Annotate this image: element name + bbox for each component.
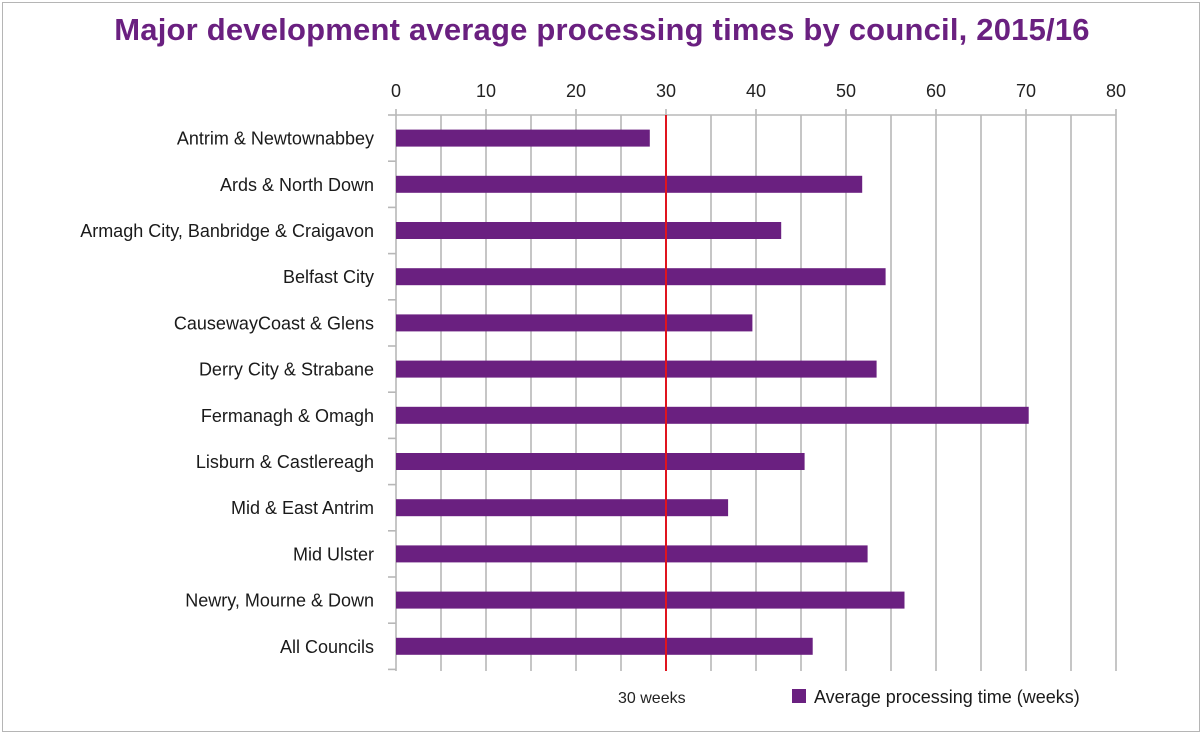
category-label: Mid Ulster xyxy=(293,544,374,564)
category-label: Derry City & Strabane xyxy=(199,360,374,380)
bar-fermanagh-omagh xyxy=(396,406,1029,424)
legend: Average processing time (weeks) xyxy=(792,687,1080,707)
labels: 0 10 20 30 40 50 60 70 80 Antrim & Newtownabbey Ar… xyxy=(80,81,1126,707)
x-tick-label: 50 xyxy=(836,81,856,101)
bar-lisburn-castlereagh xyxy=(396,453,805,470)
axes xyxy=(388,109,1117,671)
category-label: All Councils xyxy=(280,637,374,657)
legend-label: Average processing time (weeks) xyxy=(814,687,1080,707)
bar-causewaycoast-glens xyxy=(396,314,753,332)
x-tick-label: 80 xyxy=(1106,81,1126,101)
category-label: CausewayCoast & Glens xyxy=(174,313,374,333)
category-label: Armagh City, Banbridge & Craigavon xyxy=(80,221,374,241)
category-label: Newry, Mourne & Down xyxy=(185,591,374,611)
bar-derry-city-strabane xyxy=(396,360,877,378)
x-tick-label: 0 xyxy=(391,81,401,101)
bar-mid-east-antrim xyxy=(396,499,729,517)
category-label: Lisburn & Castlereagh xyxy=(196,452,374,472)
x-tick-label: 40 xyxy=(746,81,766,101)
x-tick-label: 60 xyxy=(926,81,946,101)
category-label: Fermanagh & Omagh xyxy=(201,406,374,426)
bar-all-councils xyxy=(396,637,813,655)
bars xyxy=(396,129,1029,655)
bar-belfast-city xyxy=(396,268,886,286)
bar-newry-mourne-down xyxy=(396,591,905,609)
category-label: Mid & East Antrim xyxy=(231,498,374,518)
grid-lines xyxy=(440,115,1117,671)
chart-title: Major development average processing tim… xyxy=(114,12,1090,47)
bar-antrim-newtownabbey xyxy=(396,129,650,147)
bar-armagh-city-banbridge-craigavon xyxy=(396,222,782,239)
category-label: Ards & North Down xyxy=(220,175,374,195)
x-tick-label: 70 xyxy=(1016,81,1036,101)
category-label: Antrim & Newtownabbey xyxy=(177,129,374,149)
x-tick-label: 20 xyxy=(566,81,586,101)
reference-line-label: 30 weeks xyxy=(618,690,686,707)
x-tick-label: 10 xyxy=(476,81,496,101)
category-label: Belfast City xyxy=(283,267,374,287)
bar-mid-ulster xyxy=(396,545,868,563)
x-tick-label: 30 xyxy=(656,81,676,101)
bar-ards-north-down xyxy=(396,175,863,193)
legend-swatch xyxy=(792,689,806,703)
